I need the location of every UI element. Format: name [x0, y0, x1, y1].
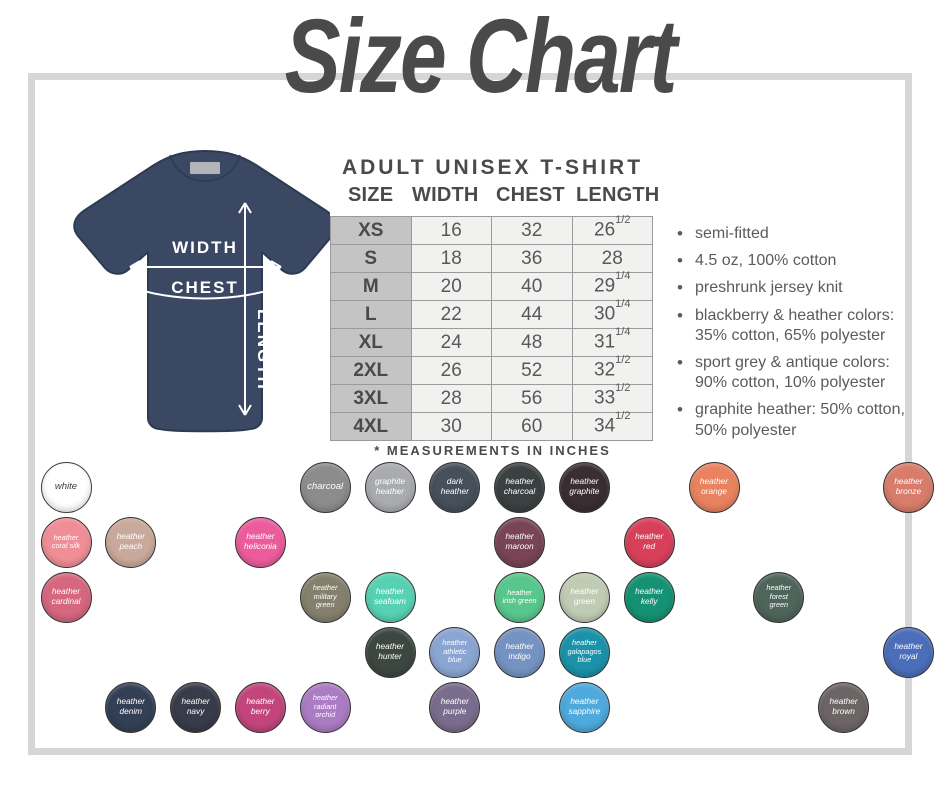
svg-text:CHEST: CHEST: [171, 278, 239, 297]
svg-text:LENGTH: LENGTH: [254, 309, 273, 391]
svg-text:WIDTH: WIDTH: [172, 238, 238, 257]
